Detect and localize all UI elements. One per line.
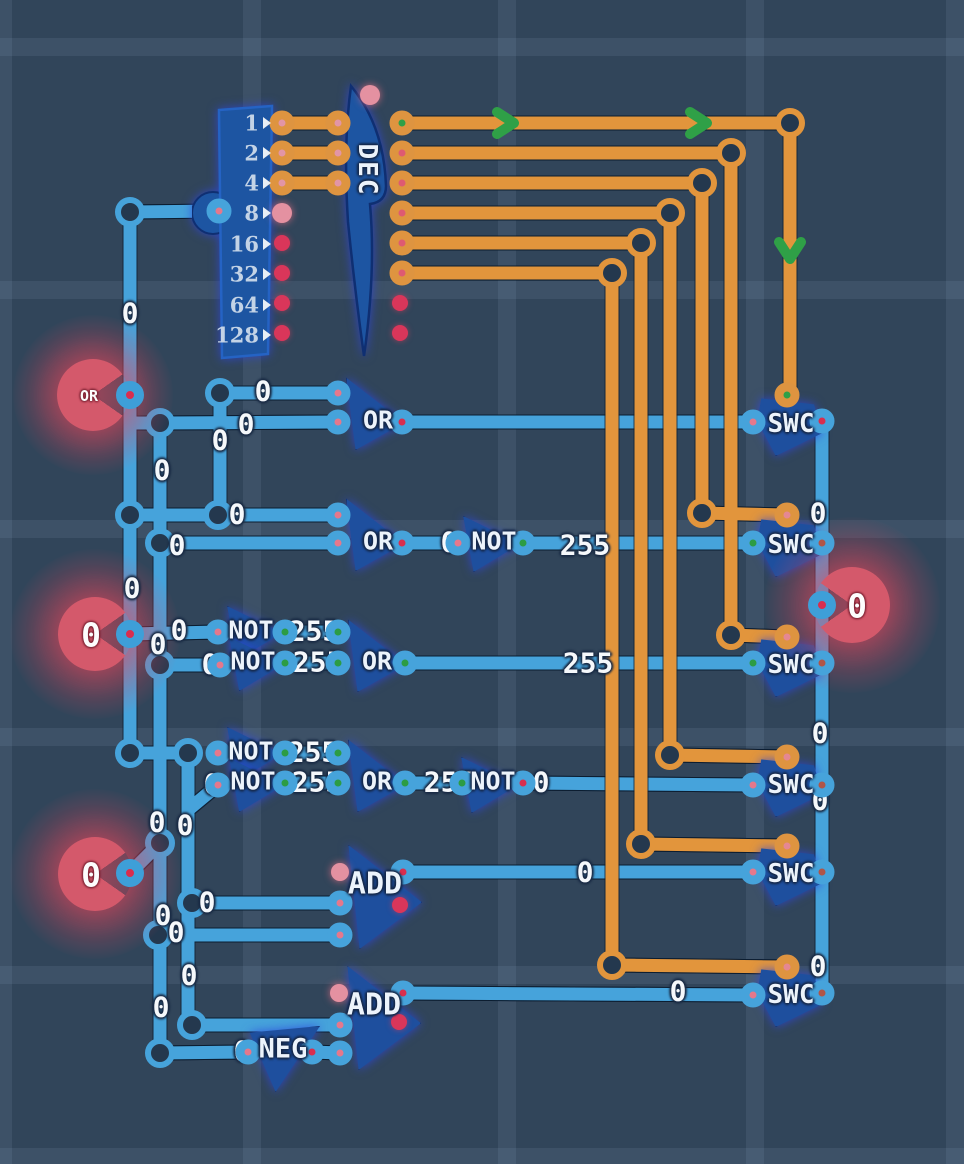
bit-label-2: 2 (244, 140, 259, 166)
wire-value-label: 0 (154, 898, 172, 932)
wire-value-label: 0 (121, 296, 139, 330)
wire-value-label: 0 (254, 374, 272, 408)
wire-value-label: 0 (176, 808, 194, 842)
bit-label-1: 1 (244, 110, 259, 136)
bit-arrow-icon (263, 268, 271, 280)
wire-value-label: 0 (532, 765, 550, 799)
wire-value-label: 0 (153, 453, 171, 487)
wire-value-label: 0 (198, 885, 216, 919)
wire-value-label: 0 (576, 855, 594, 889)
wire-value-label: 0 (811, 716, 829, 750)
switch-3-label: SWC (767, 650, 815, 680)
switch-1-label: SWC (767, 409, 815, 439)
wire-value-label: 0 (167, 915, 185, 949)
not-gate-3-label: NOT (228, 736, 274, 766)
wire-value-label: 0 (152, 990, 170, 1024)
bit-arrow-icon (263, 329, 271, 341)
bit-label-128: 128 (215, 322, 259, 348)
wire-value-label: 0 (180, 958, 198, 992)
bit-arrow-icon (263, 147, 271, 159)
not-gate-row2[interactable] (462, 516, 520, 572)
switch-6-label: SWC (767, 980, 815, 1010)
input-or-label: OR (79, 387, 99, 405)
add-gate-1-label: ADD (347, 866, 403, 902)
wire-value-label: 0 (148, 805, 166, 839)
wire-value-label: 0 (809, 496, 827, 530)
output-label: 0 (847, 586, 867, 626)
not-gate-1-label: NOT (228, 615, 274, 645)
bit-label-8: 8 (244, 200, 259, 226)
input-c-label: 0 (81, 855, 101, 895)
decoder-label: DEC (352, 143, 382, 197)
switch-2-label: SWC (767, 530, 815, 560)
bit-label-32: 32 (229, 261, 259, 287)
bit-label-16: 16 (229, 231, 259, 257)
neg-gate-label: NEG (258, 1033, 308, 1065)
input-b-label: 0 (81, 615, 101, 655)
wire-value-label: 0 (170, 613, 188, 647)
or-gate-3-label: OR (361, 646, 393, 676)
switch-5-label: SWC (767, 859, 815, 889)
not-gate-4-label: NOT (230, 766, 276, 796)
or-gate-4-label: OR (361, 766, 393, 796)
wire-value-label: 0 (123, 571, 141, 605)
wire-value-label: 255 (562, 646, 614, 680)
or-gate-1-label: OR (362, 405, 394, 435)
bit-label-64: 64 (229, 292, 259, 318)
bit-arrow-icon (263, 299, 271, 311)
not-gate-2-label: NOT (230, 646, 276, 676)
wire-junction-nodes[interactable] (115, 108, 805, 1068)
not-gate-row2-label: NOT (471, 526, 517, 556)
bit-arrow-icon (263, 238, 271, 250)
bit-arrow-icon (263, 177, 271, 189)
pins[interactable] (116, 85, 836, 1066)
bit-arrow-icon (263, 207, 271, 219)
wire-value-label: 0 (237, 407, 255, 441)
signal-direction-arrows (492, 107, 806, 264)
wire-value-label: 0 (168, 528, 186, 562)
wire-value-label: 255 (559, 528, 611, 562)
not-gate-5-label: NOT (470, 766, 516, 796)
switch-4-label: SWC (767, 770, 815, 800)
wire-value-label: 0 (228, 497, 246, 531)
bit-arrow-icon (263, 117, 271, 129)
wire-value-label: 0 (669, 974, 687, 1008)
wire-value-label: 0 (149, 627, 167, 661)
wire-value-label: 0 (809, 949, 827, 983)
bit-label-4: 4 (244, 170, 259, 196)
wire-value-label: 0 (211, 423, 229, 457)
add-gate-2-label: ADD (346, 987, 402, 1023)
or-gate-2-label: OR (362, 526, 394, 556)
decoder-component[interactable] (340, 82, 396, 362)
